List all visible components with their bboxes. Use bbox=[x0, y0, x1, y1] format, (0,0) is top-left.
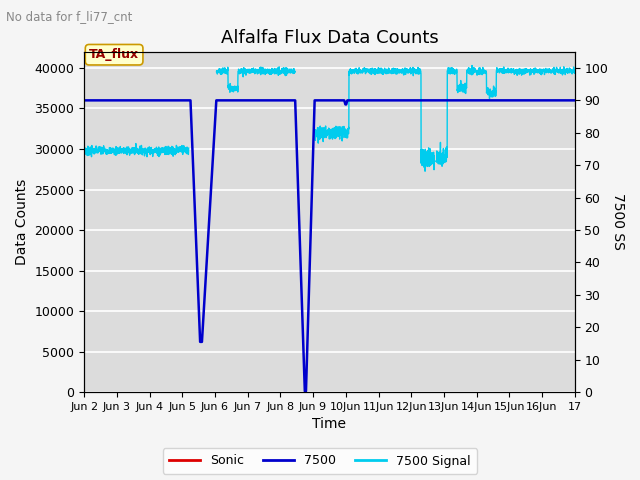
Legend: Sonic, 7500, 7500 Signal: Sonic, 7500, 7500 Signal bbox=[163, 448, 477, 474]
Y-axis label: Data Counts: Data Counts bbox=[15, 179, 29, 265]
Text: No data for f_li77_cnt: No data for f_li77_cnt bbox=[6, 10, 132, 23]
Text: TA_flux: TA_flux bbox=[89, 48, 139, 61]
Title: Alfalfa Flux Data Counts: Alfalfa Flux Data Counts bbox=[221, 29, 438, 48]
X-axis label: Time: Time bbox=[312, 418, 346, 432]
Y-axis label: 7500 SS: 7500 SS bbox=[611, 193, 625, 251]
